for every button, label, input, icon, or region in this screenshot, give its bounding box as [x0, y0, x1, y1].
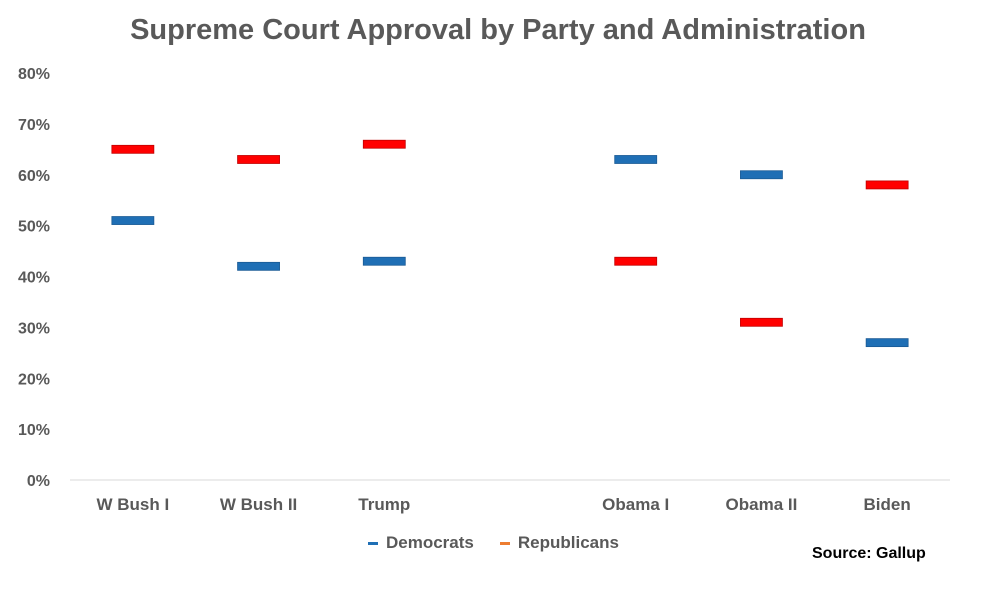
legend-swatch-republicans	[499, 541, 510, 545]
legend-swatch-democrats	[368, 541, 378, 545]
y-tick-label: 60%	[18, 168, 50, 185]
republicans-marker	[865, 180, 909, 190]
y-axis-tick-labels: 0% 10% 20% 30% 40% 50% 60% 70% 80%	[18, 66, 50, 490]
republicans-marker	[111, 144, 155, 154]
legend: Democrats Republicans	[368, 533, 619, 553]
y-tick-label: 20%	[18, 371, 50, 388]
y-tick-label: 10%	[18, 422, 50, 439]
y-tick-label: 50%	[18, 219, 50, 236]
data-markers	[111, 139, 909, 348]
y-tick-label: 40%	[18, 270, 50, 287]
democrats-marker	[614, 155, 658, 164]
y-tick-label: 0%	[27, 473, 50, 490]
republicans-marker	[362, 139, 406, 149]
y-tick-label: 30%	[18, 320, 50, 337]
legend-label-republicans: Republicans	[517, 533, 619, 552]
source-note: Source: Gallup	[812, 545, 926, 562]
y-tick-label: 70%	[18, 117, 50, 134]
x-axis-category-labels: W Bush I W Bush II Trump Obama I Obama II Bid…	[96, 495, 910, 514]
republicans-marker	[237, 155, 280, 164]
republicans-marker	[740, 317, 783, 327]
democrats-marker	[111, 216, 155, 225]
x-category-label: Obama I	[602, 495, 669, 514]
democrats-marker	[362, 256, 406, 266]
democrats-marker	[237, 261, 280, 271]
x-category-label: W Bush II	[220, 495, 297, 514]
y-tick-label: 80%	[18, 66, 50, 83]
chart-title: Supreme Court Approval by Party and Admi…	[130, 14, 866, 46]
x-category-label: W Bush I	[96, 495, 169, 514]
legend-item-republicans: Republicans	[499, 533, 619, 553]
democrats-marker	[865, 338, 909, 348]
legend-label-democrats: Democrats	[386, 533, 474, 552]
x-category-label: Trump	[358, 495, 410, 514]
legend-item-democrats: Democrats	[368, 533, 474, 553]
x-category-label: Biden	[864, 495, 911, 514]
republicans-marker	[614, 256, 658, 266]
democrats-marker	[740, 170, 783, 180]
x-category-label: Obama II	[726, 495, 798, 514]
